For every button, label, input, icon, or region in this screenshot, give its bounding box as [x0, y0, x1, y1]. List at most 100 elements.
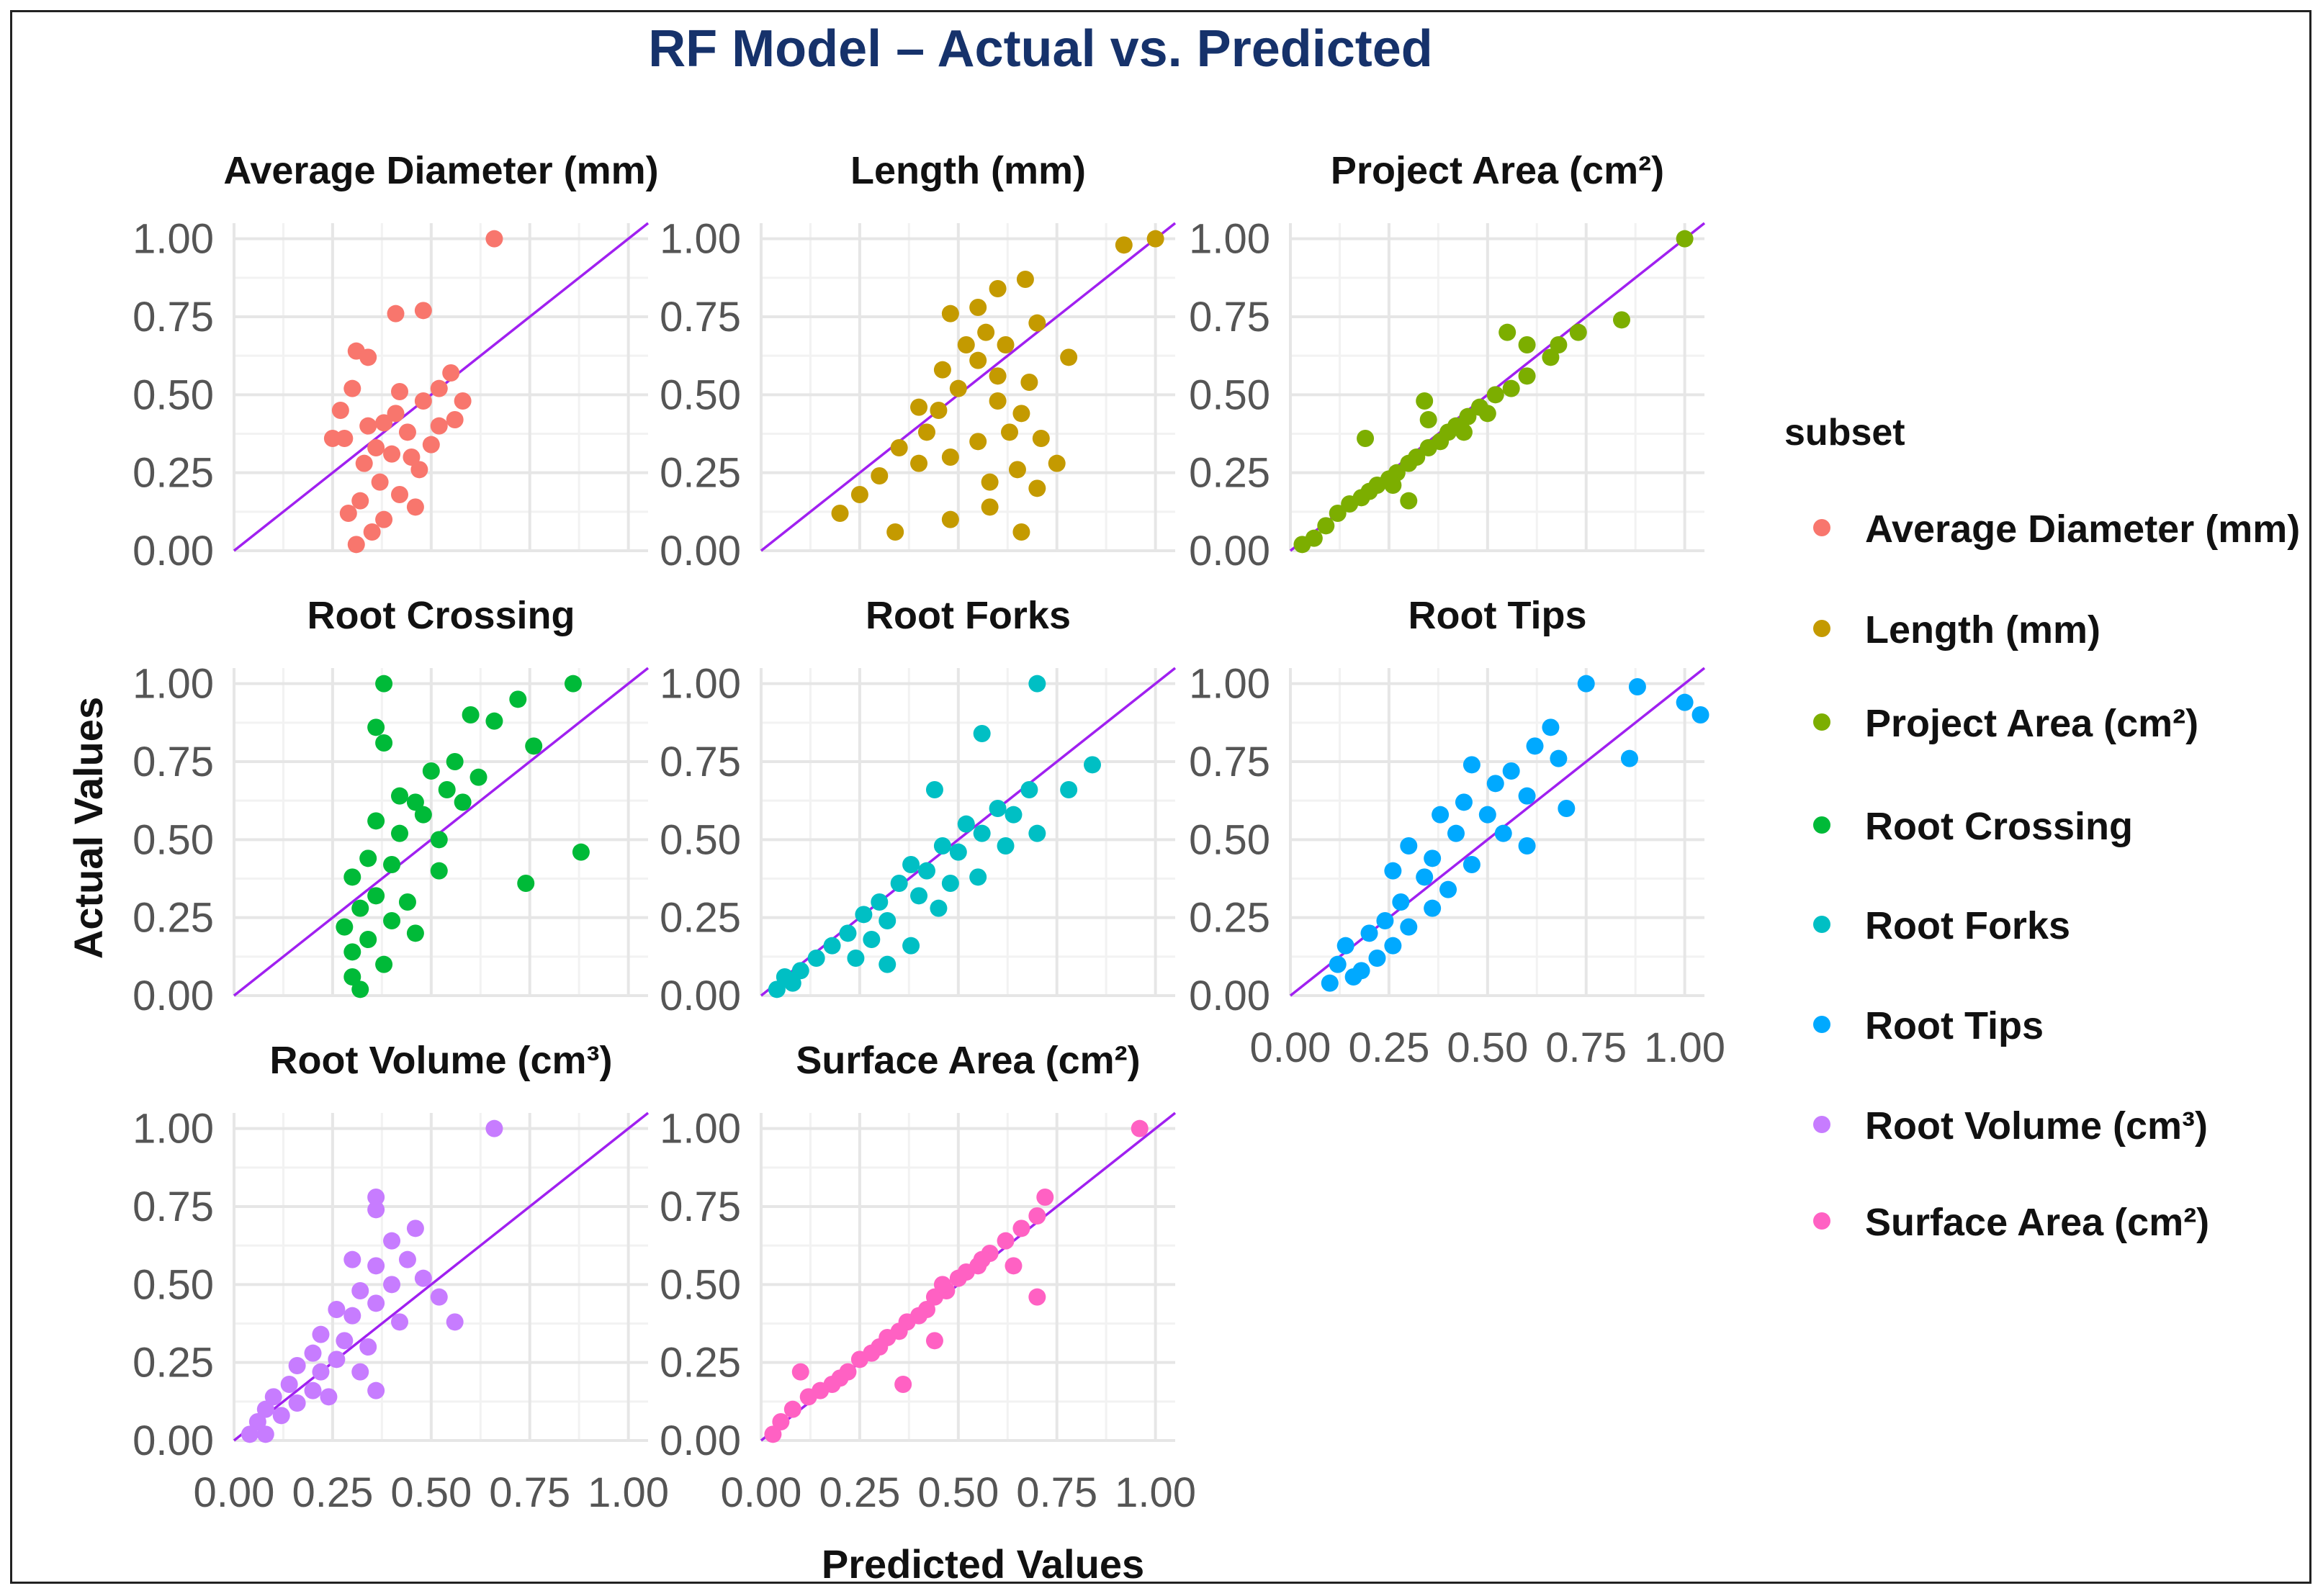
data-point	[957, 336, 975, 353]
data-point	[485, 712, 503, 730]
data-point	[850, 1351, 868, 1369]
data-point	[312, 1325, 330, 1343]
data-point	[973, 725, 991, 742]
data-point	[902, 937, 920, 955]
data-point	[879, 955, 897, 973]
data-point	[930, 402, 948, 419]
data-point	[1028, 824, 1046, 842]
data-point	[949, 843, 967, 861]
data-point	[981, 498, 999, 516]
data-point	[351, 1363, 369, 1381]
data-point	[1048, 454, 1066, 472]
data-point	[256, 1425, 274, 1443]
data-point	[446, 753, 464, 770]
data-point	[331, 402, 349, 419]
data-point	[1016, 271, 1034, 288]
reference-line	[760, 222, 1177, 552]
data-point	[1424, 849, 1442, 867]
data-point	[1613, 311, 1630, 329]
data-point	[1384, 862, 1402, 880]
data-point	[1439, 880, 1457, 898]
y-tick-label: 1.00	[660, 216, 741, 263]
data-point	[1060, 348, 1078, 366]
data-point	[997, 336, 1015, 353]
data-point	[871, 893, 889, 911]
data-point	[347, 536, 365, 554]
y-tick-label: 0.25	[1189, 895, 1270, 942]
data-point	[438, 781, 456, 798]
data-point	[406, 498, 424, 516]
data-point	[406, 1219, 424, 1237]
legend-label: Root Forks	[1865, 904, 2070, 947]
data-point	[485, 1119, 503, 1137]
data-point	[572, 843, 590, 861]
data-point	[367, 812, 385, 830]
data-point	[933, 1276, 951, 1294]
data-point	[359, 417, 377, 435]
y-tick-label: 0.50	[132, 371, 214, 418]
data-point	[768, 980, 786, 998]
x-tick-label: 0.75	[489, 1469, 570, 1516]
data-point	[359, 931, 377, 948]
data-point	[1447, 824, 1465, 842]
data-point	[509, 690, 527, 708]
data-point	[1329, 505, 1347, 522]
y-tick-label: 1.00	[660, 661, 741, 708]
facet-title: Root Forks	[866, 594, 1071, 637]
data-point	[391, 824, 408, 842]
x-tick-label: 0.50	[917, 1469, 999, 1516]
x-tick-label: 0.25	[819, 1469, 900, 1516]
x-tick-label: 0.00	[1250, 1024, 1331, 1071]
data-point	[1084, 756, 1101, 774]
y-tick-label: 0.00	[132, 1417, 214, 1464]
facet-title: Root Crossing	[307, 594, 575, 637]
data-point	[1620, 749, 1638, 767]
x-tick-label: 0.50	[390, 1469, 472, 1516]
data-point	[375, 955, 393, 973]
data-point	[989, 280, 1007, 297]
data-point	[1400, 837, 1418, 855]
x-axis-label: Predicted Values	[822, 1541, 1144, 1587]
legend-marker	[1813, 620, 1830, 637]
data-point	[847, 950, 865, 967]
data-point	[336, 430, 354, 447]
data-point	[850, 486, 868, 503]
data-point	[969, 351, 987, 369]
data-point	[1008, 461, 1026, 479]
data-point	[398, 423, 416, 441]
legend-marker	[1813, 816, 1830, 834]
x-tick-label: 0.00	[721, 1469, 802, 1516]
data-point	[823, 937, 841, 955]
data-point	[918, 862, 935, 880]
data-point	[989, 367, 1007, 385]
data-point	[1542, 718, 1560, 736]
data-point	[949, 1269, 967, 1287]
y-tick-label: 0.75	[660, 294, 741, 341]
data-point	[941, 305, 959, 323]
y-tick-label: 0.00	[660, 528, 741, 574]
data-point	[442, 364, 460, 382]
chart-title: RF Model – Actual vs. Predicted	[648, 20, 1433, 78]
y-tick-label: 0.50	[660, 1261, 741, 1308]
data-point	[367, 1189, 385, 1206]
data-point	[1400, 918, 1418, 936]
data-point	[1115, 236, 1133, 254]
x-tick-label: 1.00	[1115, 1469, 1196, 1516]
y-tick-label: 0.25	[660, 1340, 741, 1387]
data-point	[997, 837, 1015, 855]
data-point	[256, 1400, 274, 1418]
data-point	[1486, 775, 1504, 793]
data-point	[1628, 678, 1646, 695]
facet-title: Root Tips	[1408, 594, 1587, 637]
data-point	[1028, 675, 1046, 693]
y-tick-label: 0.00	[660, 1417, 741, 1464]
data-point	[1502, 379, 1520, 397]
y-tick-label: 0.50	[660, 816, 741, 863]
data-point	[336, 1332, 354, 1350]
data-point	[1028, 1288, 1046, 1306]
data-point	[1336, 937, 1354, 955]
data-point	[280, 1376, 298, 1393]
facet-panel: Root Volume (cm³) 0.00 0.25 0.50 0.75 1.00 0.0…	[132, 1039, 669, 1516]
data-point	[387, 405, 405, 423]
